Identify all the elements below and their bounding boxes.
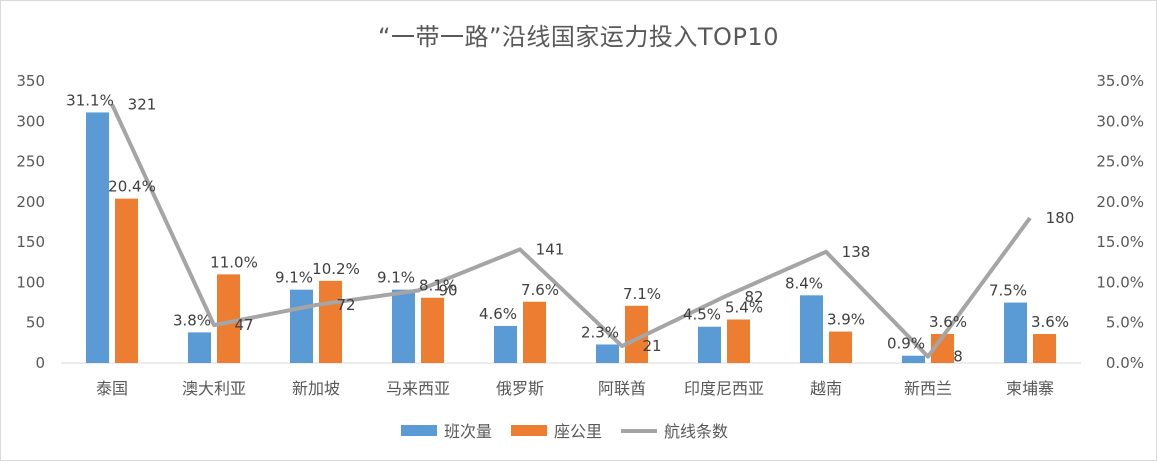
line-data-label: 72 xyxy=(336,296,355,314)
bar-banci xyxy=(800,295,823,363)
bar-banci xyxy=(290,289,313,363)
bar-data-label: 5.4% xyxy=(725,298,763,316)
left-axis-tick-label: 350 xyxy=(16,72,45,90)
bar-zuogongli xyxy=(727,319,750,363)
line-data-label: 180 xyxy=(1046,209,1075,227)
line-data-label: 141 xyxy=(536,240,565,258)
category-label: 泰国 xyxy=(96,379,128,398)
category-label: 印度尼西亚 xyxy=(684,379,764,398)
bar-data-label: 3.6% xyxy=(1031,313,1069,331)
line-route-count xyxy=(110,103,1032,359)
bar-data-label: 11.0% xyxy=(210,253,258,271)
bar-banci xyxy=(698,326,721,363)
bar-data-label: 3.6% xyxy=(929,313,967,331)
category-label: 俄罗斯 xyxy=(496,379,544,398)
bar-banci xyxy=(86,112,109,364)
bar-data-label: 7.1% xyxy=(623,285,661,303)
bar-zuogongli xyxy=(319,280,342,363)
category-label: 马来西亚 xyxy=(386,379,450,398)
right-axis-tick-label: 5.0% xyxy=(1106,314,1144,332)
right-axis-tick-label: 35.0% xyxy=(1096,72,1144,90)
bar-banci xyxy=(392,289,415,363)
bar-zuogongli xyxy=(625,305,648,363)
bar-data-label: 7.6% xyxy=(521,281,559,299)
left-axis-tick-label: 150 xyxy=(16,233,45,251)
bar-zuogongli xyxy=(217,274,240,363)
bar-banci xyxy=(1004,302,1027,363)
bar-banci xyxy=(596,344,619,363)
right-axis-tick-label: 30.0% xyxy=(1096,112,1144,130)
legend-swatch xyxy=(401,425,437,436)
bar-data-label: 8.4% xyxy=(785,274,823,292)
line-data-label: 321 xyxy=(128,95,157,113)
line-data-label: 47 xyxy=(234,316,253,334)
bar-data-label: 20.4% xyxy=(108,178,156,196)
bar-data-label: 10.2% xyxy=(312,260,360,278)
right-axis-tick-label: 0.0% xyxy=(1106,354,1144,372)
chart-title: “一带一路”沿线国家运力投入TOP10 xyxy=(378,23,779,51)
bar-banci xyxy=(902,355,925,363)
legend-entry: 座公里 xyxy=(554,422,602,441)
left-axis-tick-label: 300 xyxy=(16,112,45,130)
left-axis-tick-label: 0 xyxy=(35,354,45,372)
line-data-label: 8 xyxy=(953,348,963,366)
category-label: 阿联酋 xyxy=(598,379,646,398)
bar-data-label: 9.1% xyxy=(275,269,313,287)
right-axis-tick-label: 20.0% xyxy=(1096,193,1144,211)
legend-swatch xyxy=(511,425,547,436)
legend-entry: 航线条数 xyxy=(664,422,728,441)
bar-zuogongli xyxy=(523,301,546,363)
bar-data-label: 3.9% xyxy=(827,311,865,329)
bar-data-label: 8.1% xyxy=(419,277,457,295)
bar-data-label: 31.1% xyxy=(66,91,114,109)
category-label: 越南 xyxy=(810,379,842,398)
bar-data-label: 9.1% xyxy=(377,269,415,287)
line-data-label: 82 xyxy=(744,288,763,306)
category-label: 新西兰 xyxy=(904,379,952,398)
category-label: 澳大利亚 xyxy=(182,379,246,398)
bar-data-label: 3.8% xyxy=(173,311,211,329)
bar-zuogongli xyxy=(421,297,444,363)
right-axis-tick-label: 25.0% xyxy=(1096,153,1144,171)
left-axis-tick-label: 50 xyxy=(26,314,45,332)
bar-banci xyxy=(188,332,211,363)
bar-data-label: 4.6% xyxy=(479,305,517,323)
left-axis-tick-label: 200 xyxy=(16,193,45,211)
right-axis-tick-label: 10.0% xyxy=(1096,273,1144,291)
bar-data-label: 4.5% xyxy=(683,306,721,324)
left-axis-tick-label: 100 xyxy=(16,273,45,291)
bar-zuogongli xyxy=(829,331,852,363)
bar-data-label: 7.5% xyxy=(989,282,1027,300)
bar-zuogongli xyxy=(931,333,954,363)
right-axis-tick-label: 15.0% xyxy=(1096,233,1144,251)
line-data-label: 90 xyxy=(438,281,457,299)
line-data-label: 138 xyxy=(842,243,871,261)
bar-data-label: 2.3% xyxy=(581,323,619,341)
bar-banci xyxy=(494,325,517,363)
category-label: 柬埔寨 xyxy=(1006,379,1054,398)
bar-data-label: 0.9% xyxy=(887,335,925,353)
bar-zuogongli xyxy=(115,198,138,363)
category-label: 新加坡 xyxy=(292,379,340,398)
line-data-label: 21 xyxy=(642,337,661,355)
left-axis-tick-label: 250 xyxy=(16,153,45,171)
bar-zuogongli xyxy=(1033,333,1056,363)
legend-entry: 班次量 xyxy=(444,422,492,441)
